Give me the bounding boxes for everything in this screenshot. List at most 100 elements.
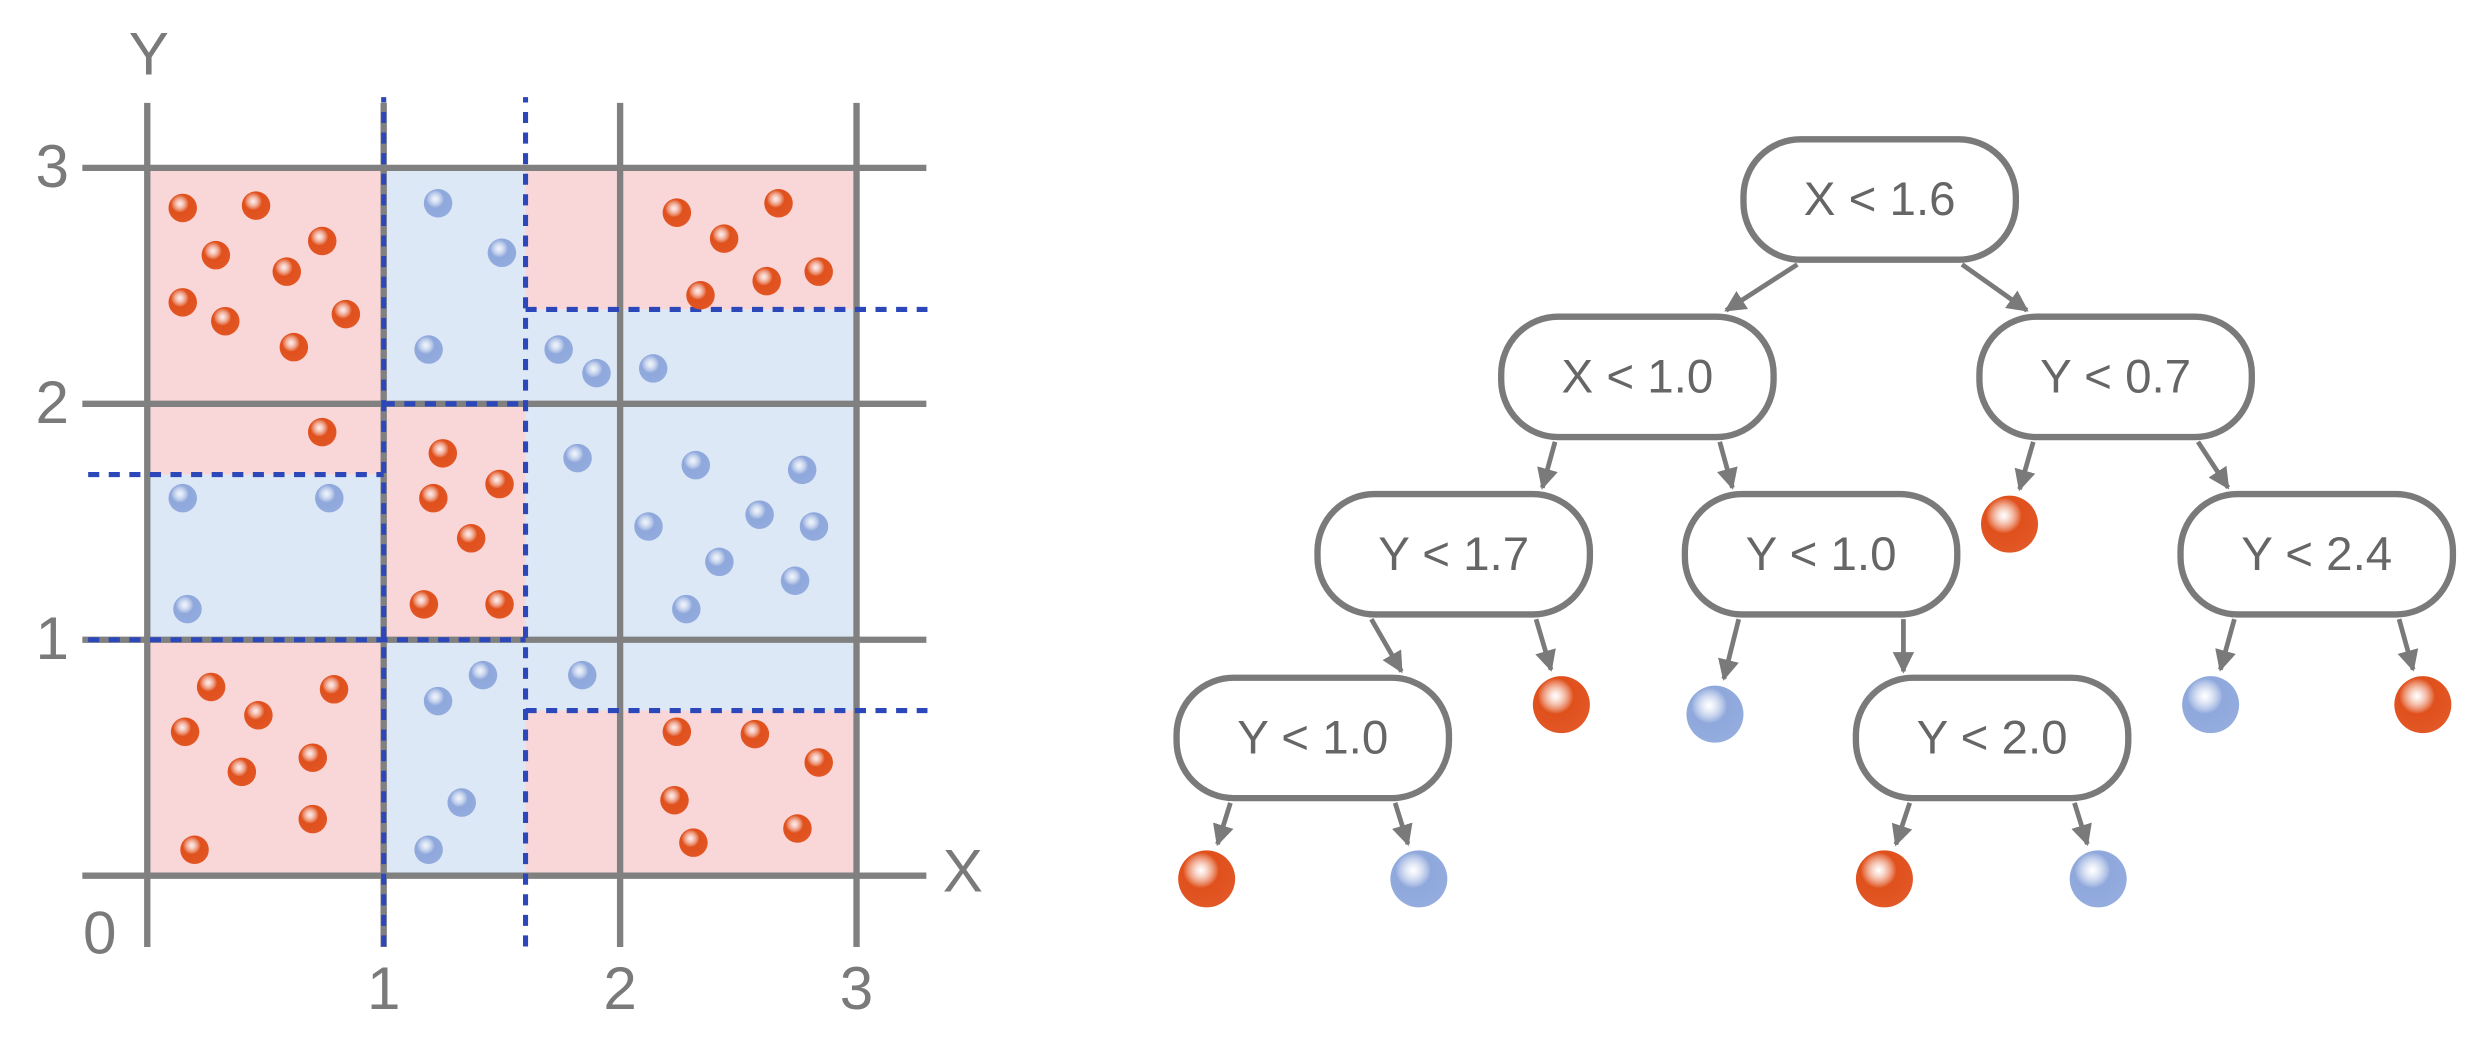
point: [414, 335, 443, 364]
point: [170, 717, 200, 747]
tree-leaf: [1981, 495, 2039, 553]
node-label: X < 1.6: [1804, 173, 1956, 226]
tree-edge: [1533, 618, 1556, 672]
point: [414, 835, 443, 864]
tree-node: [2177, 490, 2457, 618]
point: [307, 226, 337, 256]
point: [168, 193, 197, 223]
tree-edge: [1724, 262, 1799, 313]
point: [672, 594, 701, 624]
tree-leaf: [1178, 850, 1236, 908]
tree-edge: [1718, 618, 1742, 681]
tree-edge: [1369, 617, 1404, 674]
region: [383, 639, 526, 876]
point: [752, 266, 781, 296]
point: [456, 524, 486, 553]
tree-leaf: [2182, 676, 2240, 734]
node-label: Y < 1.0: [1746, 528, 1897, 581]
point: [787, 455, 817, 485]
node-label: Y < 2.4: [2241, 528, 2392, 581]
point: [660, 785, 689, 815]
tree-leaf: [1390, 850, 1448, 908]
point: [423, 188, 453, 218]
point: [409, 590, 439, 619]
point: [315, 483, 344, 513]
point: [272, 257, 302, 286]
node-label: X < 1.0: [1561, 351, 1713, 404]
point: [468, 660, 498, 690]
tree-edge: [1716, 441, 1738, 490]
point: [745, 500, 774, 529]
point: [709, 224, 739, 253]
region: [147, 639, 384, 876]
point: [544, 335, 573, 364]
y-axis-label: Y: [129, 20, 169, 87]
point: [638, 354, 668, 383]
y-tick-label: 1: [36, 605, 69, 672]
tree-edge: [1960, 262, 2029, 313]
point: [423, 686, 453, 716]
point: [634, 512, 663, 541]
point: [662, 717, 692, 747]
tree-leaf: [2394, 676, 2452, 734]
point: [686, 281, 715, 310]
point: [211, 306, 240, 336]
tree-edge: [1392, 802, 1413, 847]
point: [485, 469, 514, 499]
point: [705, 547, 734, 577]
tree-edge: [1891, 802, 1913, 847]
tree-edge: [2215, 618, 2237, 672]
region: [525, 309, 857, 711]
point: [679, 828, 708, 857]
tree-edge: [1537, 441, 1558, 490]
tree-leaf: [1855, 850, 1913, 908]
region: [383, 167, 526, 404]
tree-node: [1681, 490, 1961, 618]
point: [582, 358, 611, 388]
point: [799, 512, 829, 541]
point: [563, 443, 592, 473]
point: [447, 788, 476, 817]
point: [298, 743, 328, 772]
point: [196, 672, 226, 702]
tree-node: [1498, 313, 1777, 441]
tree-edge: [1213, 802, 1234, 847]
node-label: Y < 1.0: [1237, 712, 1388, 765]
point: [783, 814, 812, 843]
point: [168, 483, 197, 513]
node-label: Y < 1.7: [1378, 528, 1529, 581]
tree-leaf: [1532, 676, 1590, 734]
point: [485, 590, 514, 619]
tree-edge: [2396, 618, 2419, 672]
node-label: Y < 0.7: [2040, 351, 2191, 404]
point: [244, 701, 273, 730]
point: [331, 299, 361, 329]
y-tick-label: 3: [36, 133, 69, 200]
point: [740, 719, 770, 749]
point: [241, 191, 271, 220]
tree-edge: [2071, 802, 2092, 847]
region: [147, 403, 384, 475]
tree-node: [1173, 674, 1453, 802]
point: [180, 835, 209, 864]
x-axis-label: X: [943, 838, 983, 905]
tree-edge: [2195, 440, 2231, 490]
point: [279, 332, 309, 362]
x-tick-label: 1: [367, 955, 400, 1022]
point: [173, 594, 202, 624]
tree-node: [1852, 674, 2132, 802]
point: [319, 675, 349, 704]
node-label: Y < 2.0: [1917, 712, 2068, 765]
tree-leaf: [1686, 685, 1744, 743]
point: [568, 660, 597, 690]
origin-label: 0: [83, 899, 116, 966]
point: [419, 483, 448, 513]
point: [298, 804, 328, 834]
point: [681, 450, 711, 480]
point: [428, 439, 458, 468]
tree-leaf: [2069, 850, 2127, 908]
point: [168, 288, 197, 317]
tree-node: [1314, 490, 1594, 618]
point: [780, 566, 810, 596]
